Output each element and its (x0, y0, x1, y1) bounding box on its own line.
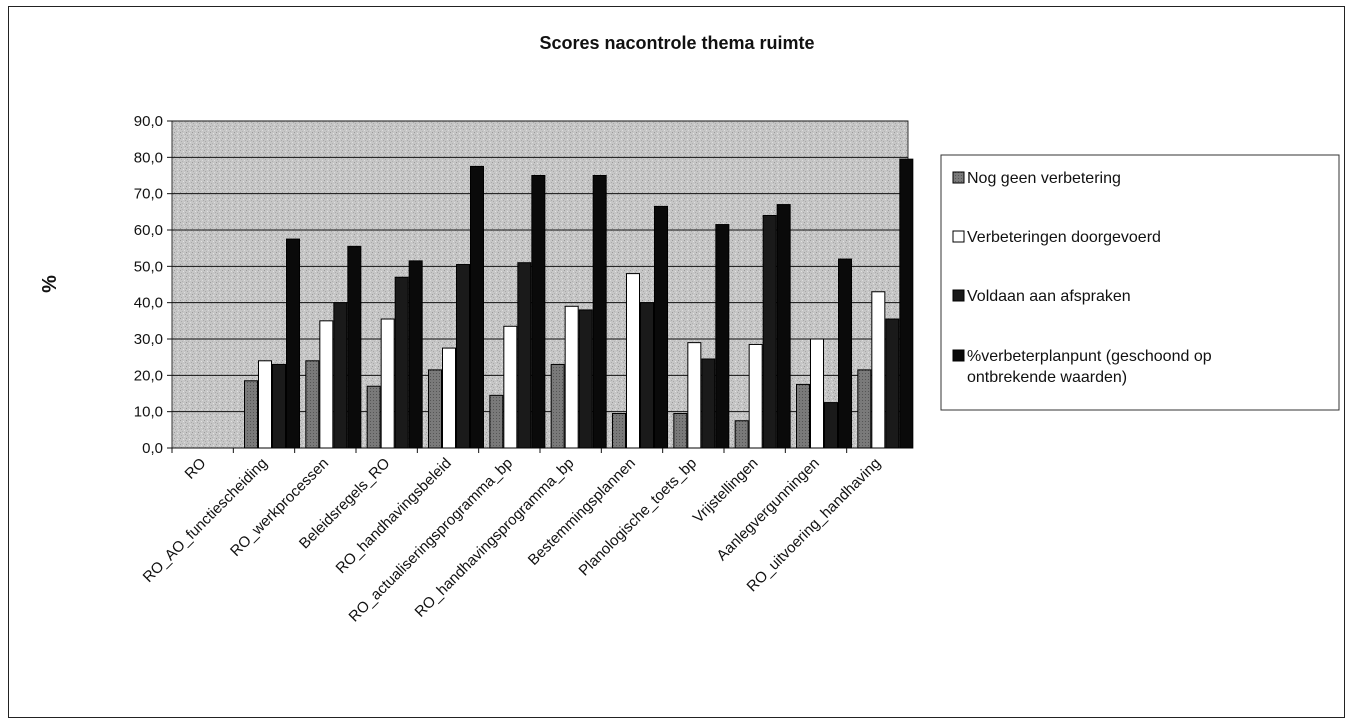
bar (550, 363, 565, 449)
bar (734, 420, 749, 449)
bar (286, 238, 300, 449)
legend: Nog geen verbetering Verbeteringen doorge… (940, 154, 1340, 411)
y-axis-ticks: 0,0 10,0 20,0 30,0 40,0 50,0 60,0 70,0 80,0 90,0 (134, 113, 172, 457)
bar (748, 343, 763, 449)
bar (408, 260, 423, 449)
bar (319, 320, 334, 449)
bar (531, 175, 546, 449)
bar (578, 309, 593, 449)
legend-label: Nog geen verbetering (967, 170, 1121, 187)
bar (838, 258, 852, 449)
bar (503, 325, 518, 449)
bar (333, 302, 348, 449)
bar (857, 369, 872, 449)
bar (626, 273, 640, 449)
bar (305, 360, 320, 449)
bar (871, 291, 886, 449)
bar (489, 394, 504, 449)
bar (470, 165, 484, 449)
bar (244, 380, 258, 449)
bar (347, 245, 362, 449)
bar (762, 214, 777, 449)
y-tick-label: 30,0 (134, 331, 163, 348)
bar (272, 363, 286, 449)
bar (456, 264, 470, 449)
bar (442, 347, 456, 449)
bar (796, 383, 810, 449)
bar (687, 342, 702, 449)
x-tick-label: RO_uitvoering_handhaving (744, 455, 885, 596)
y-tick-label: 40,0 (134, 295, 163, 312)
bars (171, 158, 914, 453)
legend-swatch (952, 171, 965, 184)
x-tick-label: RO_handhavingsbeleid (333, 455, 455, 577)
bar (899, 158, 914, 449)
bar (612, 412, 626, 449)
chart-title: Scores nacontrole thema ruimte (539, 33, 814, 53)
y-tick-label: 20,0 (134, 367, 163, 384)
x-tick-label: RO (182, 455, 210, 483)
bar (380, 318, 395, 449)
bar (715, 224, 730, 449)
bar (673, 412, 688, 449)
x-tick-label: Bestemmingsplannen (525, 455, 639, 569)
legend-label: Voldaan aan afspraken (967, 288, 1131, 305)
x-axis-labels: RORO_AO_functiescheidingRO_werkprocessen… (140, 455, 884, 626)
legend-label: ontbrekende waarden) (967, 369, 1127, 386)
y-tick-label: 60,0 (134, 222, 163, 239)
bar (640, 302, 654, 449)
legend-swatch (952, 230, 965, 243)
legend-label: %verbeterplanpunt (geschoond op (967, 348, 1212, 365)
y-tick-label: 70,0 (134, 186, 163, 203)
y-tick-label: 50,0 (134, 258, 163, 275)
legend-swatch (952, 289, 965, 302)
legend-label: Verbeteringen doorgevoerd (967, 229, 1161, 246)
bar (517, 262, 532, 449)
x-tick-label: RO_AO_functiescheiding (140, 455, 271, 586)
bar (394, 276, 409, 449)
bar (824, 402, 838, 449)
x-tick-label: Planologische_toets_bp (576, 455, 701, 580)
bar (810, 338, 824, 449)
bar (428, 369, 442, 449)
bar (776, 204, 791, 449)
bar (366, 385, 381, 449)
bar (258, 360, 272, 449)
bar (592, 175, 607, 449)
legend-swatch (952, 349, 965, 362)
y-tick-label: 80,0 (134, 149, 163, 166)
bar (564, 305, 579, 449)
legend-box (940, 154, 1340, 411)
x-tick-label: Aanlegvergunningen (713, 455, 822, 564)
y-axis-label: % (39, 275, 61, 293)
y-tick-label: 0,0 (142, 440, 163, 457)
y-tick-label: 90,0 (134, 113, 163, 130)
y-tick-label: 10,0 (134, 404, 163, 421)
bar (885, 318, 900, 449)
bar (701, 358, 716, 449)
bar (654, 205, 668, 449)
